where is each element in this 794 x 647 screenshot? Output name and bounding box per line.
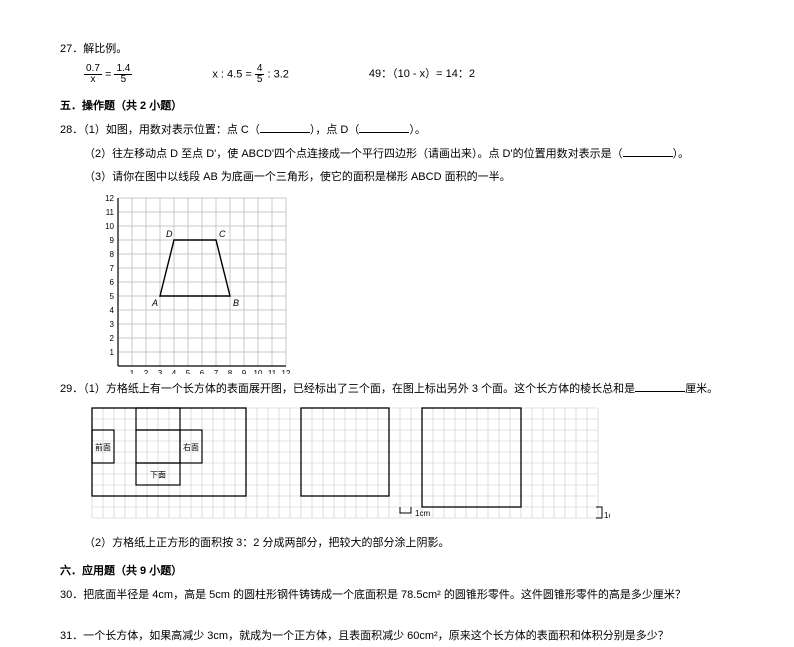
svg-text:12: 12 (105, 194, 114, 203)
svg-text:7: 7 (110, 264, 115, 273)
svg-text:C: C (219, 229, 226, 239)
svg-text:11: 11 (106, 208, 115, 217)
svg-text:3: 3 (158, 369, 163, 374)
blank (635, 380, 685, 392)
q27-num: 27． (60, 43, 83, 55)
svg-text:3: 3 (110, 320, 115, 329)
svg-text:4: 4 (172, 369, 177, 374)
q27-title: 解比例。 (83, 43, 127, 55)
q29: 29．（1）方格纸上有一个长方体的表面展开图，已经标出了三个面，在图上标出另外 … (60, 380, 734, 400)
svg-text:8: 8 (228, 369, 233, 374)
svg-text:1: 1 (110, 348, 115, 357)
blank (260, 121, 310, 133)
q28-num: 28． (60, 124, 83, 136)
svg-text:10: 10 (105, 222, 114, 231)
svg-text:11: 11 (268, 369, 277, 374)
svg-text:1cm: 1cm (604, 511, 610, 520)
svg-text:右面: 右面 (183, 442, 199, 452)
svg-text:2: 2 (110, 334, 115, 343)
svg-text:1cm: 1cm (415, 509, 430, 518)
svg-text:D: D (166, 229, 173, 239)
svg-text:5: 5 (110, 292, 115, 301)
svg-text:9: 9 (242, 369, 247, 374)
section-6: 六．应用题（共 9 小题） (60, 562, 734, 582)
blank (623, 145, 673, 157)
q29-p2: （2）方格纸上正方形的面积按 3：2 分成两部分，把较大的部分涂上阴影。 (84, 534, 734, 554)
q27-eq2: x : 4.5 = 45 : 3.2 (212, 64, 289, 85)
svg-text:4: 4 (110, 306, 115, 315)
svg-text:1: 1 (130, 369, 135, 374)
q30: 30．把底面半径是 4cm，高是 5cm 的圆柱形钢件铸铸成一个底面积是 78.… (60, 586, 734, 606)
svg-text:2: 2 (144, 369, 149, 374)
svg-text:10: 10 (254, 369, 263, 374)
q28-grid: 123456789101112123456789101112ABCD (100, 194, 734, 374)
q28-p3: （3）请你在图中以线段 AB 为底画一个三角形，使它的面积是梯形 ABCD 面积… (84, 168, 734, 188)
section-5: 五．操作题（共 2 小题） (60, 97, 734, 117)
svg-text:12: 12 (282, 369, 291, 374)
q27-eq3: 49：（10 - x）= 14：2 (369, 65, 475, 85)
blank (359, 121, 409, 133)
svg-text:9: 9 (110, 236, 115, 245)
svg-text:下面: 下面 (150, 470, 166, 479)
q28: 28．（1）如图，用数对表示位置：点 C（），点 D（）。 (60, 121, 734, 141)
q31: 31．一个长方体，如果高减少 3cm，就成为一个正方体，且表面积减少 60cm²… (60, 627, 734, 647)
svg-text:6: 6 (110, 278, 115, 287)
svg-text:5: 5 (186, 369, 191, 374)
q29-grid: 前面 右面下面 1cm 1cm (90, 406, 734, 528)
q27-equations: 0.7x = 1.45 x : 4.5 = 45 : 3.2 49：（10 - … (84, 64, 734, 85)
svg-text:B: B (233, 298, 239, 308)
q31-num: 31． (60, 630, 83, 642)
q29-num: 29． (60, 383, 83, 395)
svg-text:7: 7 (214, 369, 219, 374)
q30-num: 30． (60, 589, 83, 601)
q27-eq1: 0.7x = 1.45 (84, 64, 132, 85)
svg-text:6: 6 (200, 369, 205, 374)
svg-text:A: A (151, 298, 158, 308)
svg-text:8: 8 (110, 250, 115, 259)
q28-p2: （2）往左移动点 D 至点 D'，使 ABCD'四个点连接成一个平行四边形（请画… (84, 145, 734, 165)
q27: 27．解比例。 (60, 40, 734, 60)
svg-text:前面: 前面 (95, 442, 111, 452)
